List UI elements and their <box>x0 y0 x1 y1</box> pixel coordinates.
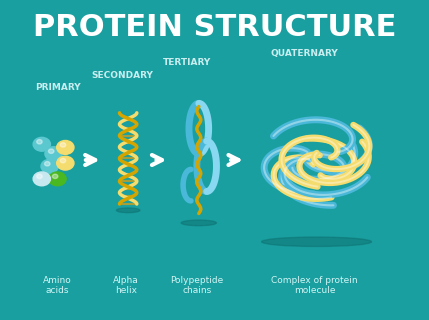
Circle shape <box>49 172 66 186</box>
Circle shape <box>60 143 66 147</box>
Text: SECONDARY: SECONDARY <box>91 71 153 80</box>
Ellipse shape <box>116 208 140 213</box>
Circle shape <box>60 158 66 163</box>
Circle shape <box>57 140 74 154</box>
Circle shape <box>52 174 58 179</box>
Circle shape <box>41 159 58 173</box>
Circle shape <box>48 149 54 153</box>
Ellipse shape <box>181 220 217 226</box>
Text: PROTEIN STRUCTURE: PROTEIN STRUCTURE <box>33 13 396 43</box>
Text: Polypeptide
chains: Polypeptide chains <box>170 276 224 295</box>
Text: Alpha
helix: Alpha helix <box>113 276 139 295</box>
Circle shape <box>45 147 62 161</box>
Text: Amino
acids: Amino acids <box>43 276 72 295</box>
Text: PRIMARY: PRIMARY <box>35 83 80 92</box>
Text: TERTIARY: TERTIARY <box>163 58 211 67</box>
Circle shape <box>36 174 42 179</box>
Circle shape <box>33 137 51 151</box>
Ellipse shape <box>262 237 372 246</box>
Text: QUATERNARY: QUATERNARY <box>271 49 338 58</box>
Text: Complex of protein
molecule: Complex of protein molecule <box>271 276 358 295</box>
Circle shape <box>36 140 42 144</box>
Circle shape <box>45 162 50 166</box>
Circle shape <box>33 172 51 186</box>
Circle shape <box>57 156 74 170</box>
